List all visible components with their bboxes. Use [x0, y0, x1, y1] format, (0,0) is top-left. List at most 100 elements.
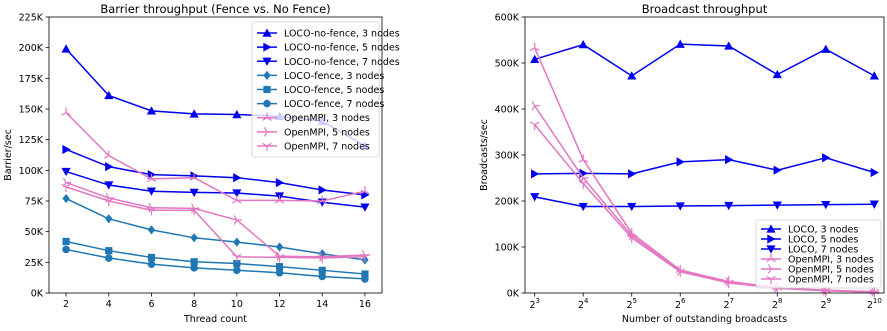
legend-item: LOCO-no-fence, 5 nodes	[257, 42, 400, 54]
data-point	[628, 169, 637, 179]
legend-marker	[263, 99, 271, 108]
x-tick-label: 24	[578, 297, 589, 311]
y-tick-label: 100K	[495, 243, 520, 254]
data-point	[531, 100, 540, 111]
data-point	[232, 109, 242, 119]
data-point	[189, 172, 199, 181]
series-7	[61, 107, 370, 205]
data-point	[105, 214, 113, 224]
legend-label: LOCO-fence, 5 nodes	[284, 85, 384, 96]
x-tick-exponent: 8	[778, 297, 782, 305]
x-tick-label: 210	[867, 297, 882, 311]
y-tick-label: 75K	[25, 197, 44, 208]
y-axis-label: Broadcasts/sec	[479, 119, 490, 191]
data-point	[103, 197, 114, 207]
data-point	[822, 153, 831, 163]
data-point	[104, 90, 114, 100]
data-point	[232, 189, 242, 198]
legend-marker	[766, 275, 776, 285]
legend-marker	[263, 70, 271, 80]
data-point	[62, 237, 70, 246]
data-point	[725, 155, 734, 165]
series-line	[65, 112, 366, 202]
x-tick-label: 10	[231, 299, 243, 310]
series-6	[62, 245, 369, 283]
legend-marker	[767, 264, 777, 274]
data-point	[529, 121, 540, 130]
y-tick-label: 500K	[495, 59, 520, 70]
x-tick-base: 2	[821, 300, 827, 311]
x-tick-label: 8	[191, 299, 197, 310]
data-point	[104, 254, 113, 262]
legend-label: LOCO-fence, 3 nodes	[284, 71, 384, 82]
y-tick-label: 400K	[495, 105, 520, 116]
x-tick-label: 26	[675, 297, 686, 311]
data-point	[773, 165, 782, 175]
data-point	[189, 188, 199, 198]
x-tick-label: 29	[821, 297, 832, 311]
chart-title: Barrier throughput (Fence vs. No Fence)	[100, 2, 330, 16]
data-point	[317, 195, 328, 205]
plot-frame	[524, 16, 885, 294]
data-point	[530, 54, 540, 63]
data-point	[578, 202, 588, 212]
legend-item: LOCO-no-fence, 3 nodes	[257, 28, 400, 40]
data-point	[676, 157, 685, 167]
y-axis-label: Barrier/sec	[3, 129, 14, 181]
data-point	[870, 167, 879, 178]
data-point	[675, 39, 685, 48]
series-line	[534, 124, 875, 293]
data-point	[275, 178, 285, 188]
series-line	[65, 186, 365, 259]
data-point	[723, 279, 734, 289]
series-3	[530, 193, 879, 212]
data-point	[61, 183, 71, 193]
data-point	[61, 107, 71, 116]
chart-2: Broadcast throughput 0K 100K 200K 300K 400K 50…	[479, 2, 885, 325]
legend-label: OpenMPI, 5 nodes	[284, 127, 370, 138]
data-point	[626, 234, 637, 243]
legend-item: LOCO-no-fence, 7 nodes	[257, 57, 400, 68]
data-point	[105, 247, 113, 255]
legend-item: OpenMPI, 7 nodes	[761, 275, 874, 286]
y-tick-label: 200K	[495, 197, 520, 208]
x-tick-label: 27	[723, 297, 734, 311]
data-point	[869, 200, 879, 209]
legend-item: LOCO, 5 nodes	[761, 234, 858, 246]
y-tick-label: 200K	[19, 43, 44, 54]
data-point	[147, 225, 156, 235]
legend-marker	[263, 85, 271, 94]
x-tick-base: 2	[723, 300, 729, 311]
data-point	[147, 260, 156, 268]
y-tick-label: 25K	[25, 258, 44, 269]
data-point	[821, 201, 831, 210]
y-tick-label: 300K	[495, 151, 520, 162]
data-point	[361, 270, 369, 278]
data-point	[360, 185, 370, 195]
legend-label: OpenMPI, 5 nodes	[788, 265, 874, 276]
x-tick-label: 4	[106, 299, 112, 310]
data-point	[147, 253, 156, 262]
data-point	[103, 150, 114, 159]
x-tick-base: 2	[867, 300, 873, 311]
legend-label: LOCO, 5 nodes	[788, 235, 858, 246]
y-tick-label: 50K	[25, 227, 44, 238]
data-point	[724, 201, 734, 211]
data-point	[772, 201, 782, 210]
legend-marker	[262, 112, 272, 121]
x-tick-label: 28	[772, 297, 783, 311]
legend-box	[755, 219, 882, 289]
x-tick-exponent: 9	[827, 297, 831, 305]
data-point	[772, 69, 782, 79]
series-line	[534, 196, 875, 208]
legend-marker	[263, 127, 273, 137]
x-tick-label: 6	[148, 299, 154, 310]
series-4	[62, 193, 369, 265]
legend-label: OpenMPI, 3 nodes	[284, 113, 370, 124]
data-point	[675, 268, 686, 278]
data-point	[318, 266, 326, 274]
data-point	[189, 109, 199, 118]
x-tick-label: 14	[316, 299, 328, 310]
legend-item: LOCO, 3 nodes	[761, 224, 858, 236]
